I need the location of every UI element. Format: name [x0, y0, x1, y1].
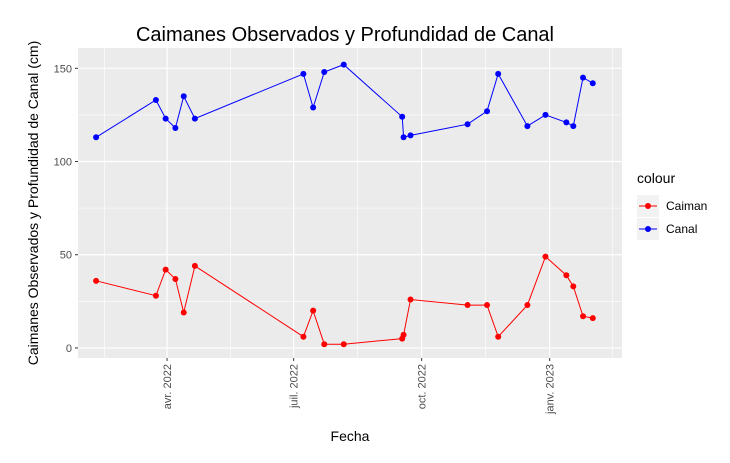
data-point-canal	[172, 124, 179, 131]
data-point-caiman	[580, 313, 587, 320]
x-tick-label: janv. 2023	[545, 364, 557, 415]
y-tick-label: 50	[60, 250, 72, 262]
y-tick-label: 100	[54, 157, 72, 169]
grid	[78, 48, 622, 358]
y-tick-label: 0	[66, 343, 72, 355]
data-point-caiman	[407, 296, 414, 303]
x-axis-label: Fecha	[331, 428, 370, 444]
data-point-canal	[407, 132, 414, 139]
data-point-canal	[542, 111, 549, 118]
data-point-canal	[340, 61, 347, 68]
data-point-canal	[570, 123, 577, 130]
y-tick-label: 150	[54, 63, 72, 75]
data-point-canal	[93, 134, 100, 141]
x-tick-label: oct. 2022	[417, 364, 429, 409]
data-point-caiman	[570, 283, 577, 290]
data-point-caiman	[340, 341, 347, 348]
legend-key-point	[645, 203, 651, 209]
data-point-canal	[589, 80, 596, 87]
data-point-caiman	[180, 309, 187, 316]
data-point-caiman	[563, 272, 570, 279]
data-point-canal	[464, 121, 471, 128]
data-point-canal	[152, 97, 159, 104]
data-point-canal	[563, 119, 570, 126]
legend-label: Canal	[666, 222, 697, 236]
plot-panel	[78, 48, 622, 358]
data-point-caiman	[300, 333, 307, 340]
data-point-caiman	[321, 341, 328, 348]
legend-label: Caiman	[666, 199, 707, 213]
legend-key-point	[645, 226, 651, 232]
data-point-caiman	[400, 331, 407, 338]
series-line-canal	[95, 64, 594, 138]
data-point-canal	[191, 115, 198, 122]
data-point-caiman	[152, 292, 159, 299]
data-point-canal	[321, 69, 328, 76]
chart-title: Caimanes Observados y Profundidad de Can…	[136, 24, 554, 46]
legend-title: colour	[637, 170, 675, 186]
data-point-canal	[162, 115, 169, 122]
data-point-caiman	[589, 315, 596, 322]
data-point-canal	[310, 104, 317, 111]
data-point-canal	[400, 134, 407, 141]
data-point-caiman	[172, 275, 179, 282]
data-point-caiman	[310, 307, 317, 314]
data-point-caiman	[191, 262, 198, 269]
data-point-canal	[524, 123, 531, 130]
data-point-caiman	[542, 253, 549, 260]
axes: 0 50 100 150 avr. 2022 juil. 2022 oct. 2022 jan…	[54, 63, 557, 415]
data-point-caiman	[93, 277, 100, 284]
marks	[93, 61, 596, 348]
data-point-caiman	[464, 302, 471, 309]
data-point-caiman	[484, 302, 491, 309]
x-tick-label: avr. 2022	[162, 364, 174, 409]
data-point-canal	[484, 108, 491, 115]
legend: colour Caiman Canal	[637, 170, 707, 240]
data-point-canal	[399, 113, 406, 120]
data-point-canal	[300, 70, 307, 77]
data-point-caiman	[495, 333, 502, 340]
data-point-caiman	[162, 266, 169, 273]
x-tick-label: juil. 2022	[289, 364, 301, 409]
y-axis-label: Caimanes Observados y Profundidad de Can…	[25, 41, 41, 366]
data-point-canal	[180, 93, 187, 100]
data-point-canal	[580, 74, 587, 81]
data-point-caiman	[524, 302, 531, 309]
data-point-canal	[495, 70, 502, 77]
